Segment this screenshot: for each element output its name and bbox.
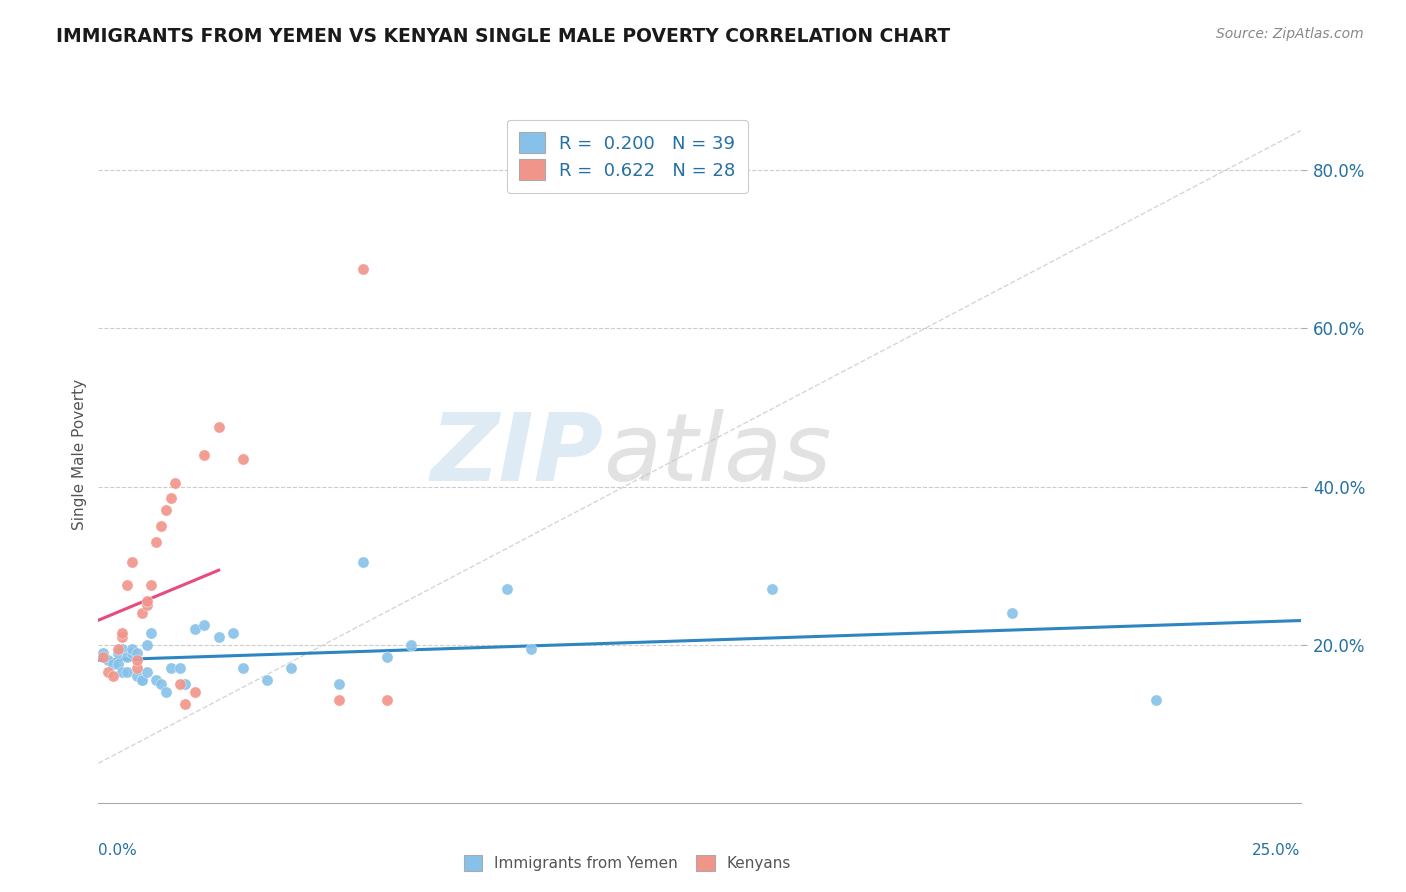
Point: [101, 657, 124, 672]
Point: [761, 582, 783, 597]
Point: [145, 673, 167, 688]
Point: [121, 646, 143, 660]
Point: [1144, 693, 1167, 707]
Point: [117, 665, 139, 680]
Point: [328, 693, 350, 707]
Point: [174, 677, 197, 691]
Point: [111, 630, 134, 644]
Text: Source: ZipAtlas.com: Source: ZipAtlas.com: [1216, 27, 1364, 41]
Point: [121, 555, 143, 569]
Legend: Immigrants from Yemen, Kenyans: Immigrants from Yemen, Kenyans: [456, 847, 799, 879]
Point: [141, 625, 163, 640]
Point: [131, 673, 153, 688]
Point: [280, 661, 302, 675]
Point: [232, 451, 254, 466]
Point: [193, 448, 215, 462]
Point: [352, 555, 374, 569]
Point: [328, 677, 350, 691]
Point: [91, 649, 114, 664]
Point: [135, 594, 157, 608]
Point: [232, 661, 254, 675]
Point: [183, 685, 205, 699]
Point: [125, 661, 148, 675]
Point: [155, 503, 177, 517]
Point: [135, 638, 157, 652]
Point: [169, 661, 191, 675]
Point: [352, 262, 374, 277]
Text: ZIP: ZIP: [430, 409, 603, 501]
Point: [135, 665, 157, 680]
Point: [111, 665, 134, 680]
Point: [183, 622, 205, 636]
Text: 0.0%: 0.0%: [98, 843, 138, 858]
Point: [208, 630, 231, 644]
Point: [193, 618, 215, 632]
Text: atlas: atlas: [603, 409, 831, 500]
Point: [174, 697, 197, 711]
Text: 25.0%: 25.0%: [1253, 843, 1301, 858]
Point: [111, 625, 134, 640]
Point: [520, 641, 543, 656]
Point: [141, 578, 163, 592]
Point: [121, 641, 143, 656]
Point: [155, 685, 177, 699]
Point: [159, 661, 181, 675]
Point: [159, 491, 181, 506]
Point: [107, 646, 129, 660]
Text: IMMIGRANTS FROM YEMEN VS KENYAN SINGLE MALE POVERTY CORRELATION CHART: IMMIGRANTS FROM YEMEN VS KENYAN SINGLE M…: [56, 27, 950, 45]
Point: [97, 653, 120, 667]
Point: [496, 582, 519, 597]
Point: [131, 606, 153, 620]
Point: [111, 641, 134, 656]
Point: [125, 669, 148, 683]
Point: [125, 646, 148, 660]
Point: [117, 578, 139, 592]
Point: [1001, 606, 1024, 620]
Point: [145, 534, 167, 549]
Point: [222, 625, 245, 640]
Point: [91, 646, 114, 660]
Point: [399, 638, 422, 652]
Point: [375, 693, 398, 707]
Point: [101, 669, 124, 683]
Point: [149, 677, 172, 691]
Point: [256, 673, 278, 688]
Point: [149, 519, 172, 533]
Point: [208, 420, 231, 434]
Point: [131, 673, 153, 688]
Point: [117, 649, 139, 664]
Point: [135, 598, 157, 612]
Point: [107, 641, 129, 656]
Point: [97, 665, 120, 680]
Point: [107, 657, 129, 672]
Point: [165, 475, 187, 490]
Point: [375, 649, 398, 664]
Point: [125, 653, 148, 667]
Y-axis label: Single Male Poverty: Single Male Poverty: [72, 379, 87, 531]
Point: [169, 677, 191, 691]
